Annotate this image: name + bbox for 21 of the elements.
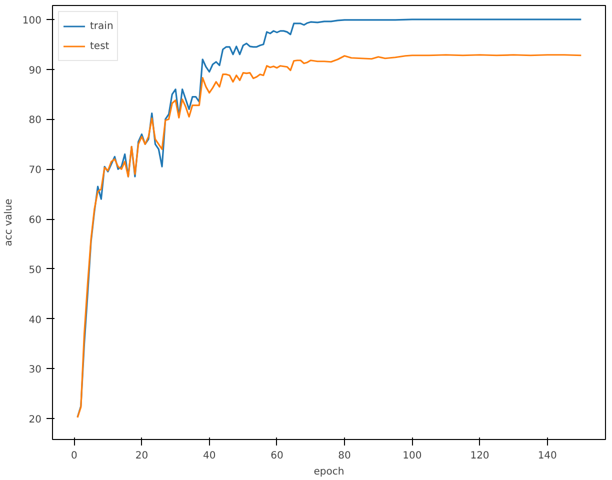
y-tick-label: 70 <box>28 165 42 176</box>
x-tick-label: 80 <box>338 450 351 462</box>
x-tick-label: 40 <box>202 450 216 462</box>
y-tick-label: 40 <box>28 314 42 326</box>
legend-label: train <box>90 20 114 32</box>
y-tick-label: 90 <box>28 65 42 76</box>
y-tick-label: 100 <box>22 15 42 26</box>
x-tick-label: 120 <box>470 450 490 462</box>
y-tick-label: 80 <box>28 115 42 126</box>
x-tick-label: 140 <box>538 450 557 462</box>
x-tick-label: 60 <box>270 450 284 462</box>
y-tick-label: 30 <box>28 364 42 376</box>
y-tick-label: 60 <box>28 215 42 226</box>
y-axis-title: acc value <box>3 198 14 246</box>
x-tick-label: 100 <box>402 450 422 462</box>
legend-label: test <box>90 40 110 52</box>
y-tick-label: 50 <box>28 264 42 276</box>
y-tick-label: 20 <box>28 414 42 426</box>
x-axis-title: epoch <box>314 466 344 478</box>
x-tick-label: 20 <box>135 450 148 462</box>
x-tick-label: 0 <box>70 450 78 462</box>
